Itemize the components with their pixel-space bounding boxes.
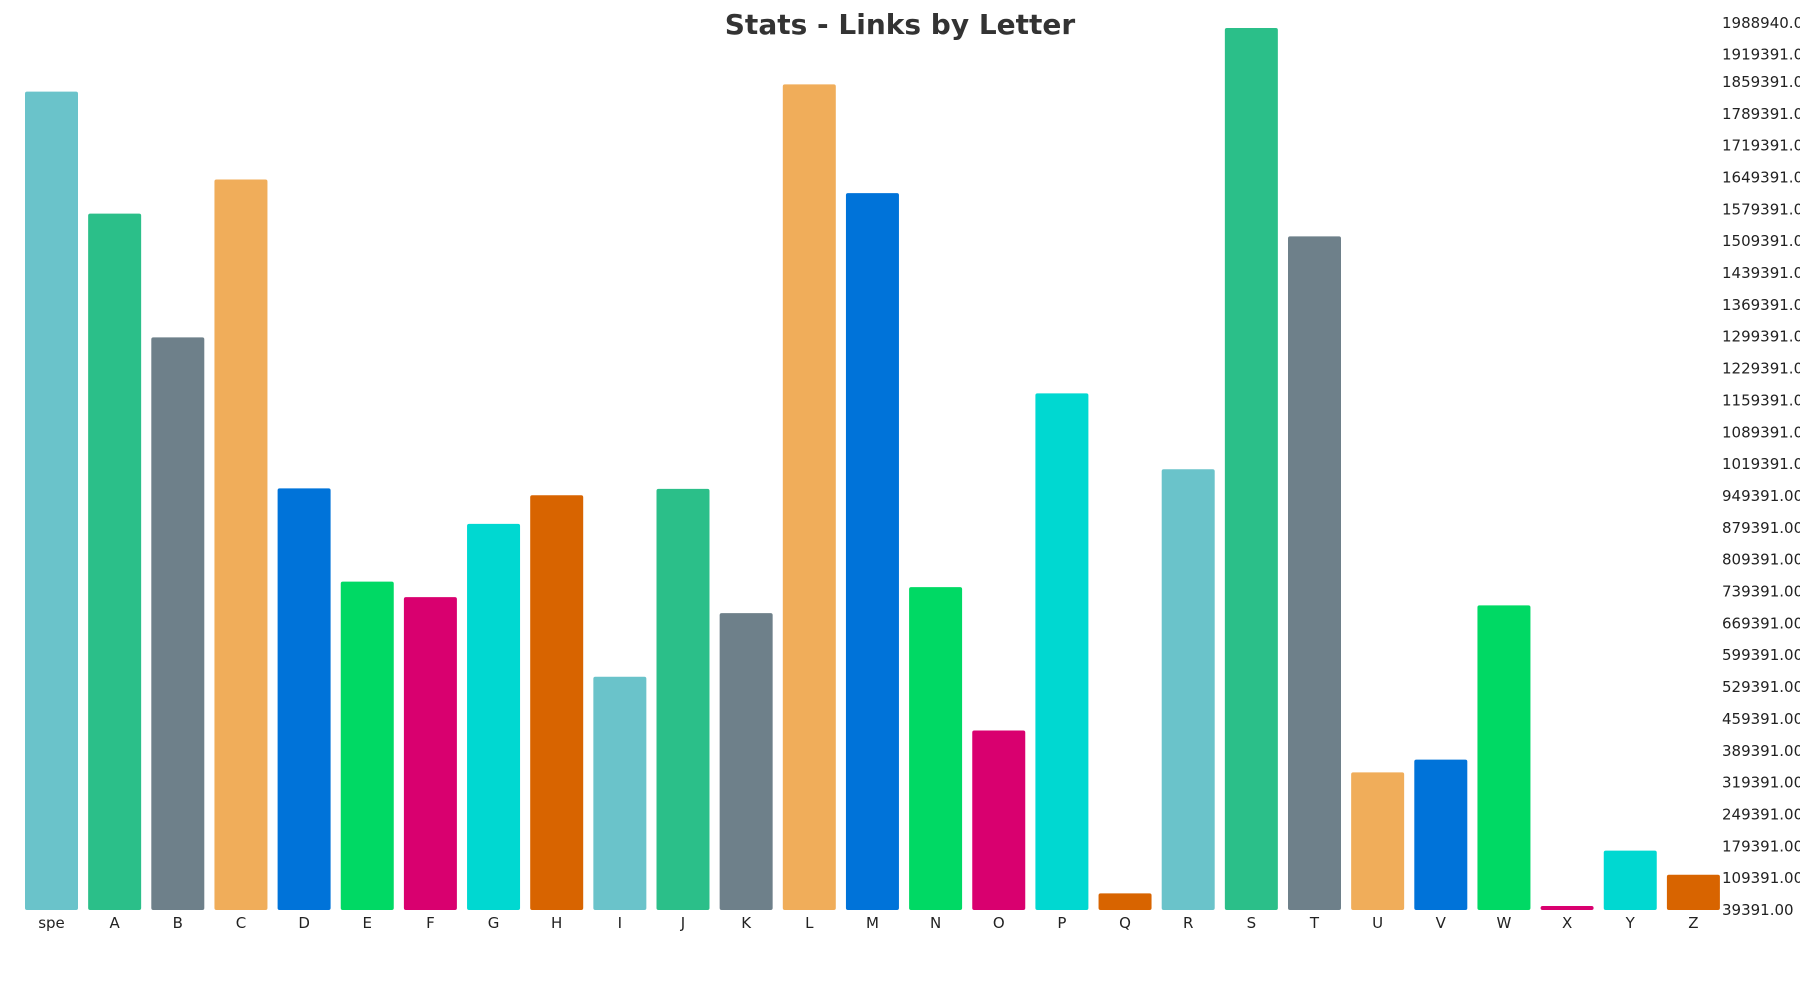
chart-title: Stats - Links by Letter [724,8,1076,41]
y-tick-label: 1579391.00 [1722,200,1800,218]
bar-t [1288,236,1341,910]
x-category-label: T [1309,914,1320,932]
x-category-label: N [930,914,941,932]
y-tick-label: 879391.00 [1722,519,1800,537]
bar-v [1414,759,1468,910]
bar-z [1666,874,1720,910]
y-tick-label: 1089391.00 [1722,423,1800,441]
bar-l [782,84,836,911]
x-category-label: P [1057,914,1066,932]
bar-i [593,676,647,910]
y-tick-label: 1649391.00 [1722,168,1800,186]
bar-a [88,213,142,910]
y-tick-label: 389391.00 [1722,742,1800,760]
x-category-label: H [551,914,562,932]
y-tick-label: 179391.00 [1722,837,1800,855]
x-category-label: E [363,914,372,932]
x-category-label: M [866,914,879,932]
y-tick-label: 1369391.00 [1722,296,1800,314]
y-tick-label: 319391.00 [1722,774,1800,792]
x-category-label: A [110,914,121,932]
y-tick-label: 599391.00 [1722,646,1800,664]
y-tick-label: 669391.00 [1722,614,1800,632]
y-tick-label: 1919391.00 [1722,46,1800,64]
x-category-label: B [173,914,183,932]
x-category-label: S [1247,914,1257,932]
bar-j [656,488,710,910]
bar-k [719,613,773,910]
bar-q [1098,893,1152,910]
bar-e [340,581,394,910]
bar-w [1477,605,1531,910]
bar-s [1224,27,1278,910]
y-tick-label: 249391.00 [1722,805,1800,823]
bar-f [403,597,457,910]
bar-g [467,523,521,910]
bar-r [1161,469,1215,910]
x-category-label: W [1497,914,1512,932]
x-category-label: Z [1688,914,1698,932]
x-category-label: Q [1119,914,1131,932]
y-tick-label: 1719391.00 [1722,137,1800,155]
bar-n [909,587,963,910]
y-tick-label: 1988940.00 [1722,14,1800,32]
y-tick-label: 739391.00 [1722,583,1800,601]
y-tick-label: 1019391.00 [1722,455,1800,473]
bar-p [1035,393,1089,911]
y-tick-label: 1509391.00 [1722,232,1800,250]
x-category-label: U [1372,914,1383,932]
y-tick-label: 1299391.00 [1722,328,1800,346]
x-category-label: F [426,914,435,932]
x-category-label: J [680,914,685,932]
y-tick-label: 1159391.00 [1722,391,1800,409]
y-tick-label: 459391.00 [1722,710,1800,728]
x-category-label: C [236,914,246,932]
x-category-label: D [298,914,310,932]
bar-c [214,179,268,910]
bar-spe [25,91,78,910]
x-category-label: I [618,914,622,932]
bar-b [151,337,205,910]
x-category-label: X [1562,914,1572,932]
bar-o [972,730,1026,910]
x-category-label: K [741,914,752,932]
x-category-label: spe [38,914,65,932]
bar-d [277,488,331,910]
y-tick-label: 809391.00 [1722,551,1800,569]
y-tick-label: 109391.00 [1722,869,1800,887]
bar-m [845,193,899,911]
x-category-label: V [1436,914,1447,932]
bar-x [1540,906,1594,910]
x-category-label: L [805,914,814,932]
bar-y [1603,850,1657,910]
bar-u [1351,772,1405,910]
bar-h [530,495,584,910]
x-category-label: R [1183,914,1193,932]
y-tick-label: 1439391.00 [1722,264,1800,282]
y-tick-label: 39391.00 [1722,901,1794,919]
y-tick-label: 529391.00 [1722,678,1800,696]
x-category-label: Y [1625,914,1636,932]
y-tick-label: 1229391.00 [1722,360,1800,378]
y-tick-label: 949391.00 [1722,487,1800,505]
y-tick-label: 1789391.00 [1722,105,1800,123]
x-category-label: O [993,914,1005,932]
y-tick-label: 1859391.00 [1722,73,1800,91]
x-category-label: G [488,914,500,932]
